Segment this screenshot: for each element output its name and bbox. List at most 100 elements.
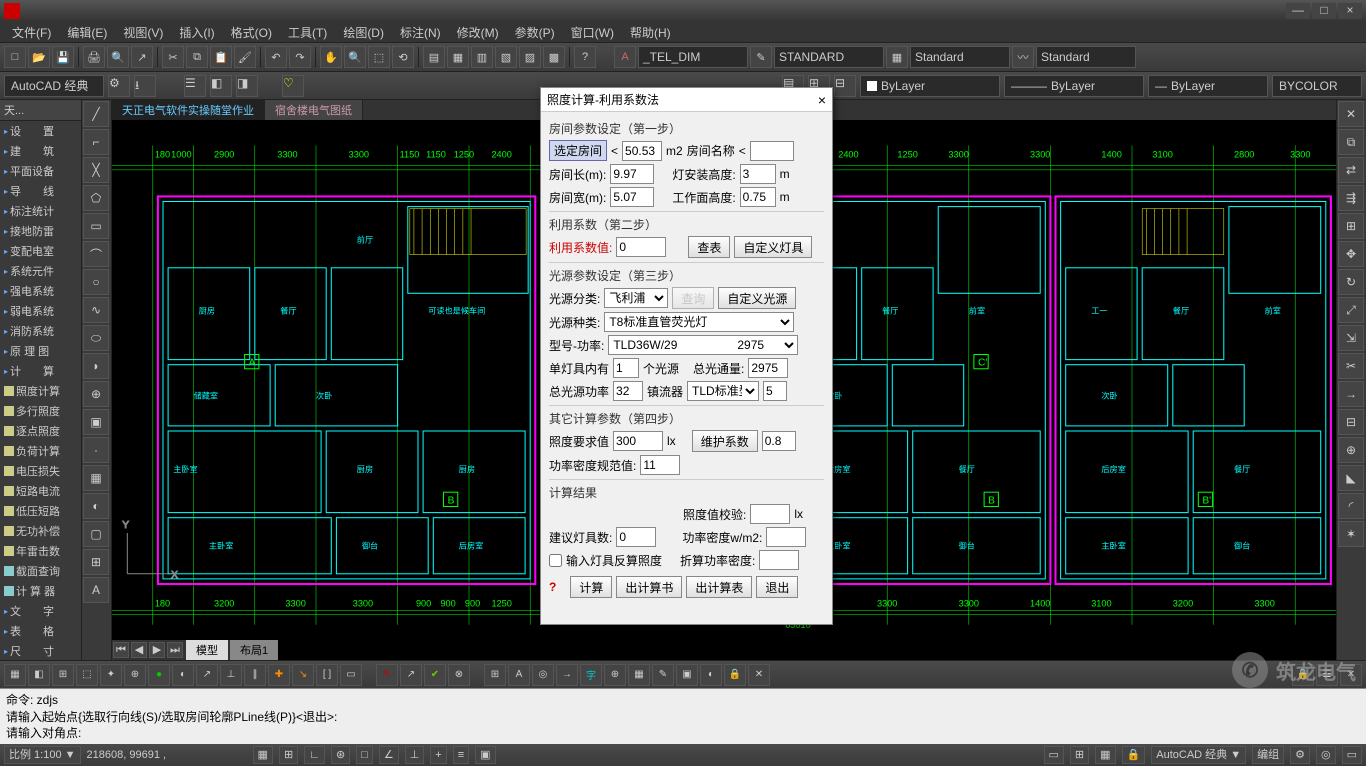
command-input[interactable] — [6, 725, 1360, 739]
maint-input[interactable] — [762, 431, 796, 451]
array-tool[interactable]: ⊞ — [1338, 213, 1364, 239]
book-button[interactable]: 出计算书 — [616, 576, 682, 598]
zoom-prev-button[interactable]: ⟲ — [392, 46, 414, 68]
layer-iso-button[interactable]: ◨ — [236, 75, 258, 97]
tablestyle-icon[interactable]: ▦ — [886, 46, 908, 68]
ballast-select[interactable]: TLD标准型 — [687, 381, 759, 401]
bt13[interactable]: ↘ — [292, 664, 314, 686]
layer-combo[interactable]: ByLayer — [860, 75, 1000, 97]
coef-input[interactable] — [616, 237, 666, 257]
menu-modify[interactable]: 修改(M) — [451, 24, 505, 41]
exit-button[interactable]: 退出 — [756, 576, 798, 598]
bt3[interactable]: ⊞ — [52, 664, 74, 686]
open-button[interactable]: 📂 — [28, 46, 50, 68]
move-tool[interactable]: ✥ — [1338, 241, 1364, 267]
new-button[interactable]: □ — [4, 46, 26, 68]
panel-item[interactable]: 照度计算 — [0, 381, 81, 401]
bt24[interactable]: 字 — [580, 664, 602, 686]
help-toolbar-button[interactable]: ? — [574, 46, 596, 68]
erase-tool[interactable]: ✕ — [1338, 101, 1364, 127]
panel-item[interactable]: 电压损失 — [0, 461, 81, 481]
select-room-button[interactable]: 选定房间 — [549, 140, 607, 161]
bt30[interactable]: 🔒 — [724, 664, 746, 686]
panel-item[interactable]: ▸设 置 — [0, 121, 81, 141]
qv-drawings[interactable]: ▦ — [1095, 746, 1115, 764]
insert-tool[interactable]: ⊕ — [83, 381, 109, 407]
otrack-toggle[interactable]: ∠ — [379, 746, 399, 764]
zoom-window-button[interactable]: ⬚ — [368, 46, 390, 68]
snap-toggle[interactable]: ▦ — [253, 746, 273, 764]
rect-tool[interactable]: ▭ — [83, 213, 109, 239]
panel-item[interactable]: 计 算 器 — [0, 581, 81, 601]
line-tool[interactable]: ╱ — [83, 101, 109, 127]
ws-save-button[interactable]: ⭳ — [134, 75, 156, 97]
panel-item[interactable]: ▸变配电室 — [0, 241, 81, 261]
bt15[interactable]: ▭ — [340, 664, 362, 686]
ellipse-tool[interactable]: ⬭ — [83, 325, 109, 351]
textstyle-combo[interactable]: _TEL_DIM — [638, 46, 748, 68]
hatch-tool[interactable]: ▦ — [83, 465, 109, 491]
panel-item[interactable]: 无功补偿 — [0, 521, 81, 541]
table-tool[interactable]: ⊞ — [83, 549, 109, 575]
total-flux-input[interactable] — [748, 358, 788, 378]
zoom-button[interactable]: 🔍 — [344, 46, 366, 68]
fold-dens-input[interactable] — [759, 550, 799, 570]
bt26[interactable]: ▦ — [628, 664, 650, 686]
panel-item[interactable]: 短路电流 — [0, 481, 81, 501]
layer-state-button[interactable]: ◧ — [210, 75, 232, 97]
ws-settings-button[interactable]: ⚙ — [108, 75, 130, 97]
mlstyle-combo[interactable]: Standard — [1036, 46, 1136, 68]
command-window[interactable]: 命令: zdjs 请输入起始点{选取行向线(S)/选取房间轮廓PLine线(P)… — [0, 688, 1366, 744]
markup-button[interactable]: ▨ — [519, 46, 541, 68]
layer-prev-button[interactable]: ⊟ — [834, 75, 856, 97]
dyn-toggle[interactable]: + — [430, 746, 446, 764]
ballast-n-input[interactable] — [763, 381, 787, 401]
bt29[interactable]: ◐ — [700, 664, 722, 686]
tab-1[interactable]: 天正电气软件实操随堂作业 — [112, 100, 265, 120]
bt6[interactable]: ⊕ — [124, 664, 146, 686]
chamfer-tool[interactable]: ◣ — [1338, 465, 1364, 491]
layer-filter-button[interactable]: ♡ — [282, 75, 304, 97]
layer-props-button[interactable]: ☰ — [184, 75, 206, 97]
tab-first-button[interactable]: ⏮ — [113, 642, 129, 658]
offset-tool[interactable]: ⇶ — [1338, 185, 1364, 211]
copy-button[interactable]: ⧉ — [186, 46, 208, 68]
work-height-input[interactable] — [740, 187, 776, 207]
panel-item[interactable]: ▸消防系统 — [0, 321, 81, 341]
room-width-input[interactable] — [610, 187, 654, 207]
xline-tool[interactable]: ╳ — [83, 157, 109, 183]
maint-button[interactable]: 维护系数 — [692, 430, 758, 452]
panel-item[interactable]: ▸建 筑 — [0, 141, 81, 161]
cut-button[interactable]: ✂ — [162, 46, 184, 68]
region-tool[interactable]: ▢ — [83, 521, 109, 547]
workspace-combo[interactable]: AutoCAD 经典 — [4, 75, 104, 97]
mirror-tool[interactable]: ⇄ — [1338, 157, 1364, 183]
group-toggle[interactable]: 编组 — [1252, 746, 1284, 764]
block-tool[interactable]: ▣ — [83, 409, 109, 435]
bt23[interactable]: → — [556, 664, 578, 686]
spline-tool[interactable]: ∿ — [83, 297, 109, 323]
minimize-button[interactable]: — — [1286, 3, 1310, 19]
menu-window[interactable]: 窗口(W) — [565, 24, 620, 41]
query-button[interactable]: 查询 — [672, 287, 714, 309]
menu-insert[interactable]: 插入(I) — [173, 24, 220, 41]
sheet-button[interactable]: ▧ — [495, 46, 517, 68]
polar-toggle[interactable]: ⊛ — [331, 746, 350, 764]
dens-res-input[interactable] — [766, 527, 806, 547]
explode-tool[interactable]: ✶ — [1338, 521, 1364, 547]
menu-draw[interactable]: 绘图(D) — [337, 24, 390, 41]
src-type-select[interactable]: T8标准直管荧光灯 — [604, 312, 794, 332]
check-input[interactable] — [750, 504, 790, 524]
stretch-tool[interactable]: ⇲ — [1338, 325, 1364, 351]
panel-item[interactable]: ▸平面设备 — [0, 161, 81, 181]
ws-status[interactable]: AutoCAD 经典 ▼ — [1151, 746, 1246, 764]
tab-prev-button[interactable]: ◀ — [131, 642, 147, 658]
custom-src-button[interactable]: 自定义光源 — [718, 287, 796, 309]
menu-format[interactable]: 格式(O) — [225, 24, 278, 41]
mtext-tool[interactable]: A — [83, 577, 109, 603]
menu-view[interactable]: 视图(V) — [117, 24, 169, 41]
bt11[interactable]: ∥ — [244, 664, 266, 686]
point-tool[interactable]: · — [83, 437, 109, 463]
bt8[interactable]: ◐ — [172, 664, 194, 686]
join-tool[interactable]: ⊕ — [1338, 437, 1364, 463]
